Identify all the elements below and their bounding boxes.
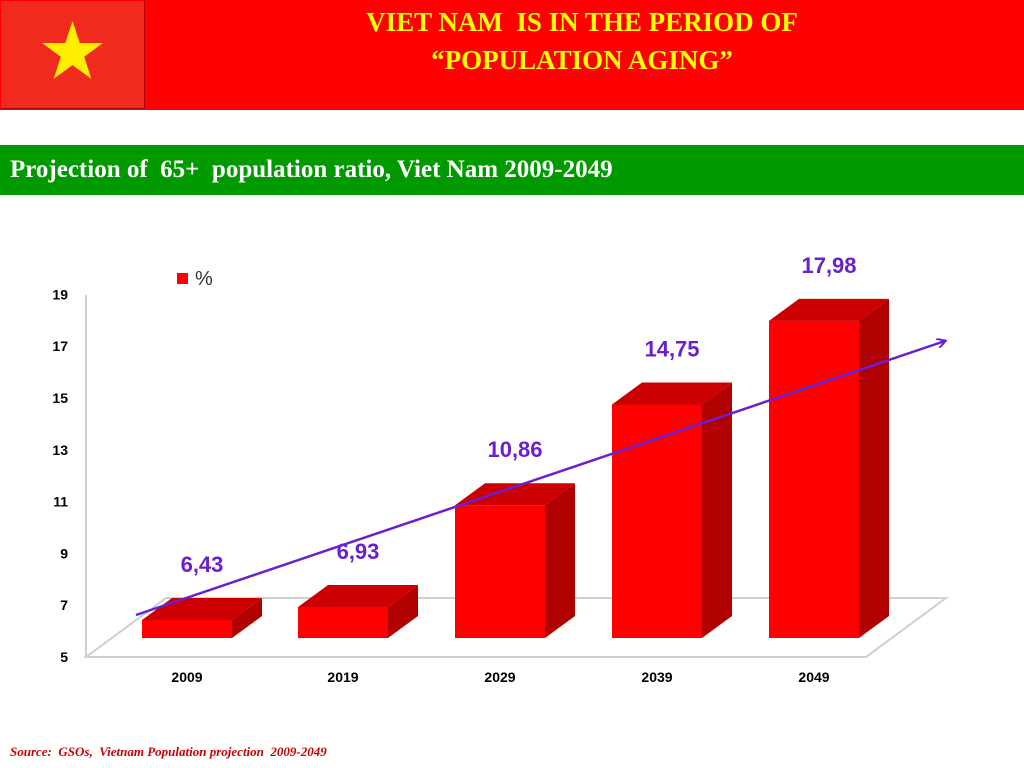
- data-label: 10,86: [487, 437, 542, 462]
- x-tick-label: 2039: [641, 669, 672, 685]
- vietnam-flag-star-icon: [1, 1, 145, 109]
- x-tick-label: 2009: [171, 669, 202, 685]
- bar-front: [612, 404, 702, 638]
- bar-2029: [455, 483, 575, 638]
- bar-2039: [612, 382, 732, 638]
- x-tick-label: 2019: [327, 669, 358, 685]
- bar-side: [388, 585, 418, 638]
- y-tick-label: 19: [52, 286, 68, 302]
- page-title-line-1: VIET NAM IS IN THE PERIOD OF: [366, 7, 798, 37]
- chart-subtitle: Projection of 65+ population ratio, Viet…: [10, 156, 613, 183]
- y-tick-label: 7: [60, 597, 68, 613]
- source-note: Source: GSOs, Vietnam Population project…: [10, 744, 327, 759]
- bar-chart: 5 7 9 11 13 15 17 19% 2009 6,43 2019 6,93 2029 10,86 2…: [52, 253, 950, 685]
- y-tick-label: 11: [53, 494, 68, 510]
- bar-front: [455, 505, 545, 638]
- bar-side: [859, 298, 889, 638]
- y-tick-label: 13: [52, 442, 68, 458]
- y-tick-label: 15: [52, 390, 68, 406]
- bar-2019: [298, 585, 418, 638]
- y-tick-label: 17: [52, 338, 68, 354]
- bar-front: [142, 619, 232, 638]
- page-title: VIET NAM IS IN THE PERIOD OF “POPULATION…: [150, 3, 1014, 79]
- data-label: 6,93: [337, 539, 380, 564]
- data-label: 14,75: [644, 336, 699, 361]
- y-tick-label: 5: [60, 649, 68, 665]
- x-tick-label: 2029: [484, 669, 515, 685]
- data-label: 6,43: [181, 552, 224, 577]
- bar-front: [769, 320, 859, 638]
- bar-2049: [769, 298, 889, 638]
- bar-top: [298, 585, 418, 608]
- x-tick-label: 2049: [798, 669, 829, 685]
- trend-arrow: [135, 341, 945, 617]
- bar-front: [298, 607, 388, 638]
- page-title-line-2: “POPULATION AGING”: [431, 45, 733, 75]
- bar-top: [455, 483, 575, 506]
- bar-side: [232, 597, 262, 638]
- legend-label: %: [195, 268, 213, 290]
- bar-top: [612, 382, 732, 405]
- bar-side: [702, 382, 732, 638]
- legend-swatch: [177, 273, 188, 284]
- y-tick-label: 9: [60, 545, 68, 561]
- bar-top: [769, 298, 889, 321]
- header-bar: VIET NAM IS IN THE PERIOD OF “POPULATION…: [0, 0, 1024, 110]
- subtitle-bar: Projection of 65+ population ratio, Viet…: [0, 145, 1024, 195]
- data-label: 17,98: [801, 253, 856, 278]
- bar-side: [545, 483, 575, 638]
